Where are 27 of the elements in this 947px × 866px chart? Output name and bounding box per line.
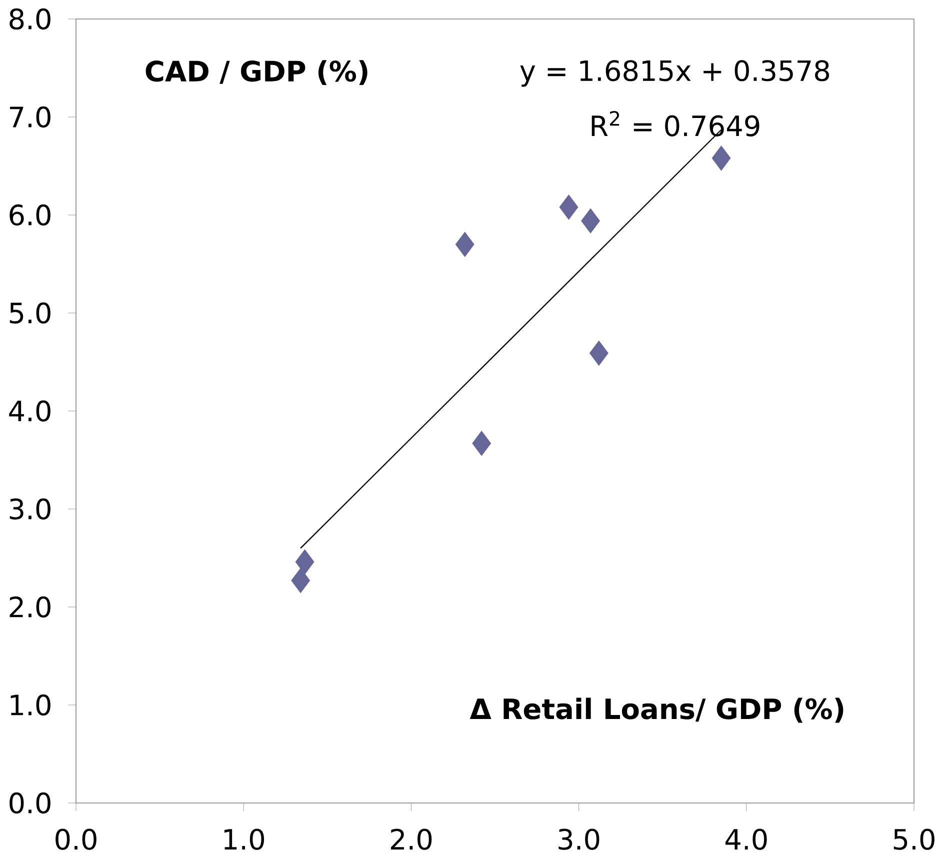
point (590, 340, 608, 366)
x-tick-label: 1.0 (224, 828, 264, 850)
y-tick-label: 3.0 (10, 498, 50, 520)
point (291, 568, 310, 593)
x-tick-label: 2.0 (390, 828, 432, 850)
x-tick-label: 5.0 (894, 828, 934, 850)
y-axis-title: CAD / GDP (%) (146, 60, 368, 86)
point (559, 194, 578, 220)
y-tick-label: 6.0 (10, 204, 50, 226)
y-tick-label: 4.0 (9, 400, 50, 422)
y-tick-label: 1.0 (10, 694, 50, 716)
y-tick-label: 5.0 (10, 302, 50, 324)
y-tick-label: 8.0 (10, 8, 50, 30)
point (581, 208, 600, 234)
y-tick-label: 2.0 (10, 596, 50, 618)
x-tick-label: 0.0 (56, 828, 96, 850)
x-tick-label: 4.0 (726, 828, 767, 850)
annotation: R$^{2}$ = 0.7649 (592, 111, 760, 136)
x-tick-label: 3.0 (558, 828, 600, 850)
point (472, 430, 491, 456)
y-tick-label: 0.0 (10, 792, 50, 814)
point (295, 550, 314, 574)
point (712, 146, 731, 171)
x-axis-title: Δ Retail Loans/ GDP (%) (470, 698, 844, 723)
point (455, 232, 474, 257)
y-tick-label: 7.0 (10, 106, 50, 128)
annotation: y = 1.6815x + 0.3578 (520, 60, 830, 87)
